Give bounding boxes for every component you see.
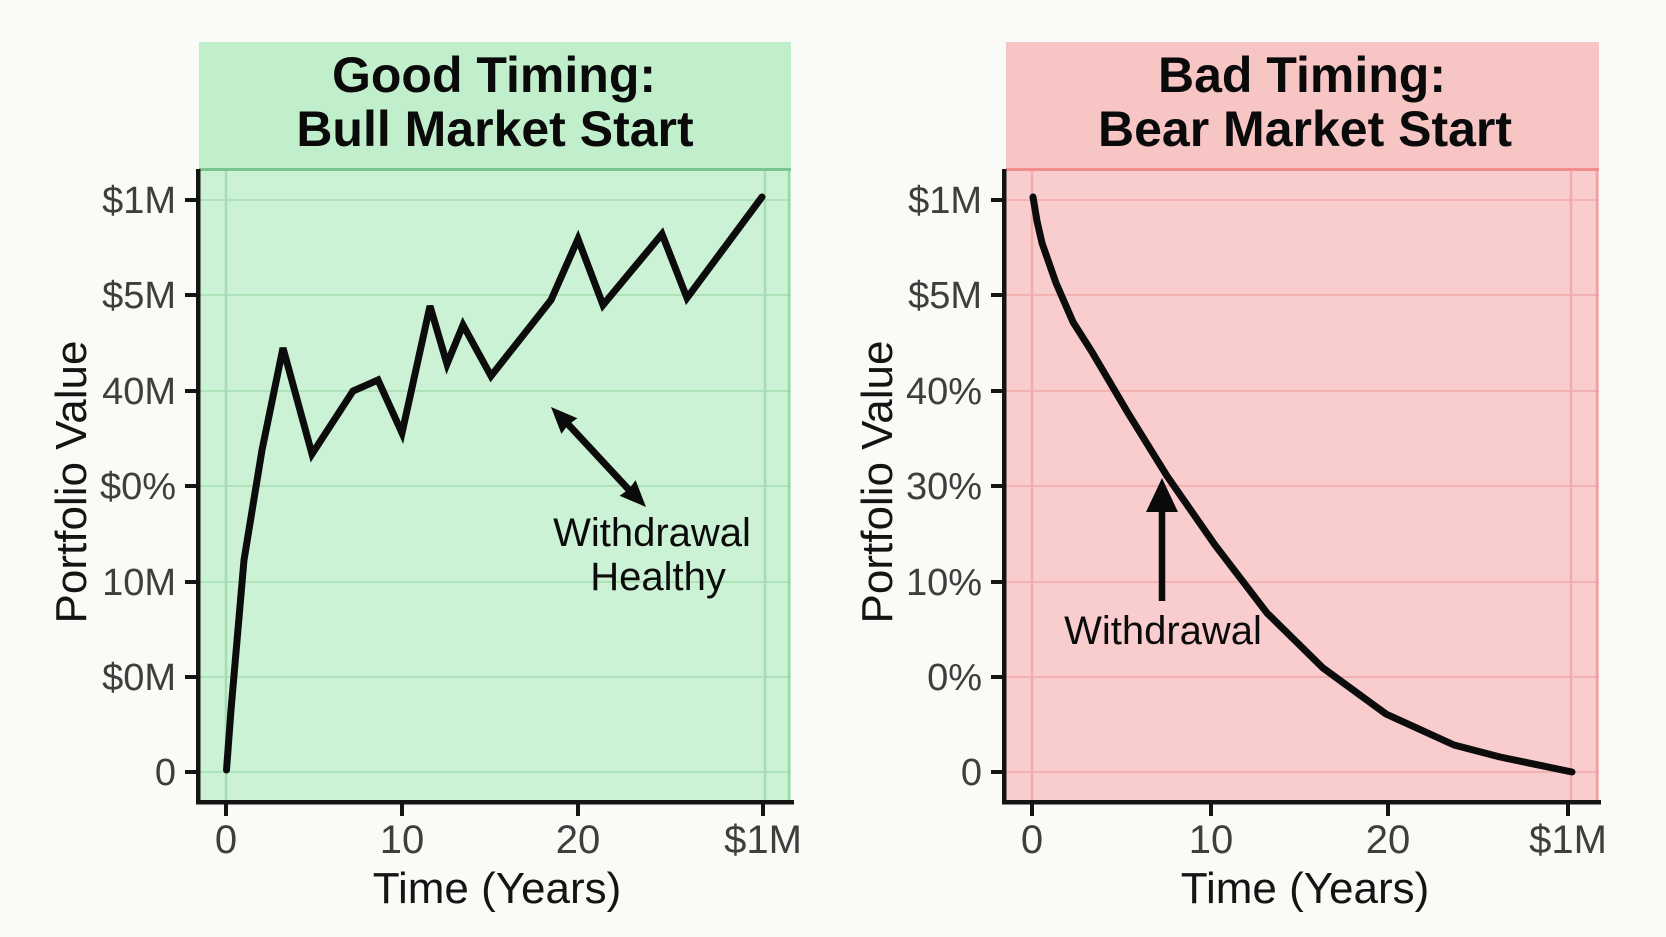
svg-text:$1M: $1M — [1529, 818, 1607, 862]
svg-text:$1M: $1M — [908, 180, 982, 222]
svg-text:Bear Market Start: Bear Market Start — [1098, 101, 1512, 157]
svg-text:Bull Market Start: Bull Market Start — [296, 101, 694, 157]
svg-text:Withdrawal: Withdrawal — [553, 511, 751, 555]
svg-text:20: 20 — [556, 818, 601, 862]
svg-text:0: 0 — [215, 818, 237, 862]
svg-text:10: 10 — [1189, 818, 1234, 862]
svg-text:Healthy: Healthy — [590, 555, 726, 599]
svg-text:40%: 40% — [906, 371, 982, 413]
svg-text:$5M: $5M — [102, 275, 176, 317]
svg-text:Time (Years): Time (Years) — [373, 864, 622, 913]
svg-text:$1M: $1M — [724, 818, 802, 862]
svg-text:10: 10 — [380, 818, 425, 862]
svg-text:10M: 10M — [102, 562, 176, 604]
svg-text:0%: 0% — [927, 657, 982, 699]
svg-text:Portfolio Value: Portfolio Value — [853, 341, 902, 624]
svg-text:40M: 40M — [102, 371, 176, 413]
svg-text:0: 0 — [961, 752, 982, 794]
svg-text:0: 0 — [155, 752, 176, 794]
svg-text:Bad Timing:: Bad Timing: — [1158, 47, 1446, 103]
svg-text:30%: 30% — [906, 466, 982, 508]
svg-text:Portfolio Value: Portfolio Value — [47, 341, 96, 624]
svg-text:$0%: $0% — [100, 466, 176, 508]
svg-text:10%: 10% — [906, 562, 982, 604]
svg-text:0: 0 — [1021, 818, 1043, 862]
svg-text:20: 20 — [1366, 818, 1411, 862]
svg-text:Withdrawal: Withdrawal — [1064, 609, 1262, 653]
svg-text:$5M: $5M — [908, 275, 982, 317]
svg-text:Good Timing:: Good Timing: — [332, 47, 656, 103]
svg-text:Time (Years): Time (Years) — [1181, 864, 1430, 913]
svg-text:$0M: $0M — [102, 657, 176, 699]
svg-text:$1M: $1M — [102, 180, 176, 222]
